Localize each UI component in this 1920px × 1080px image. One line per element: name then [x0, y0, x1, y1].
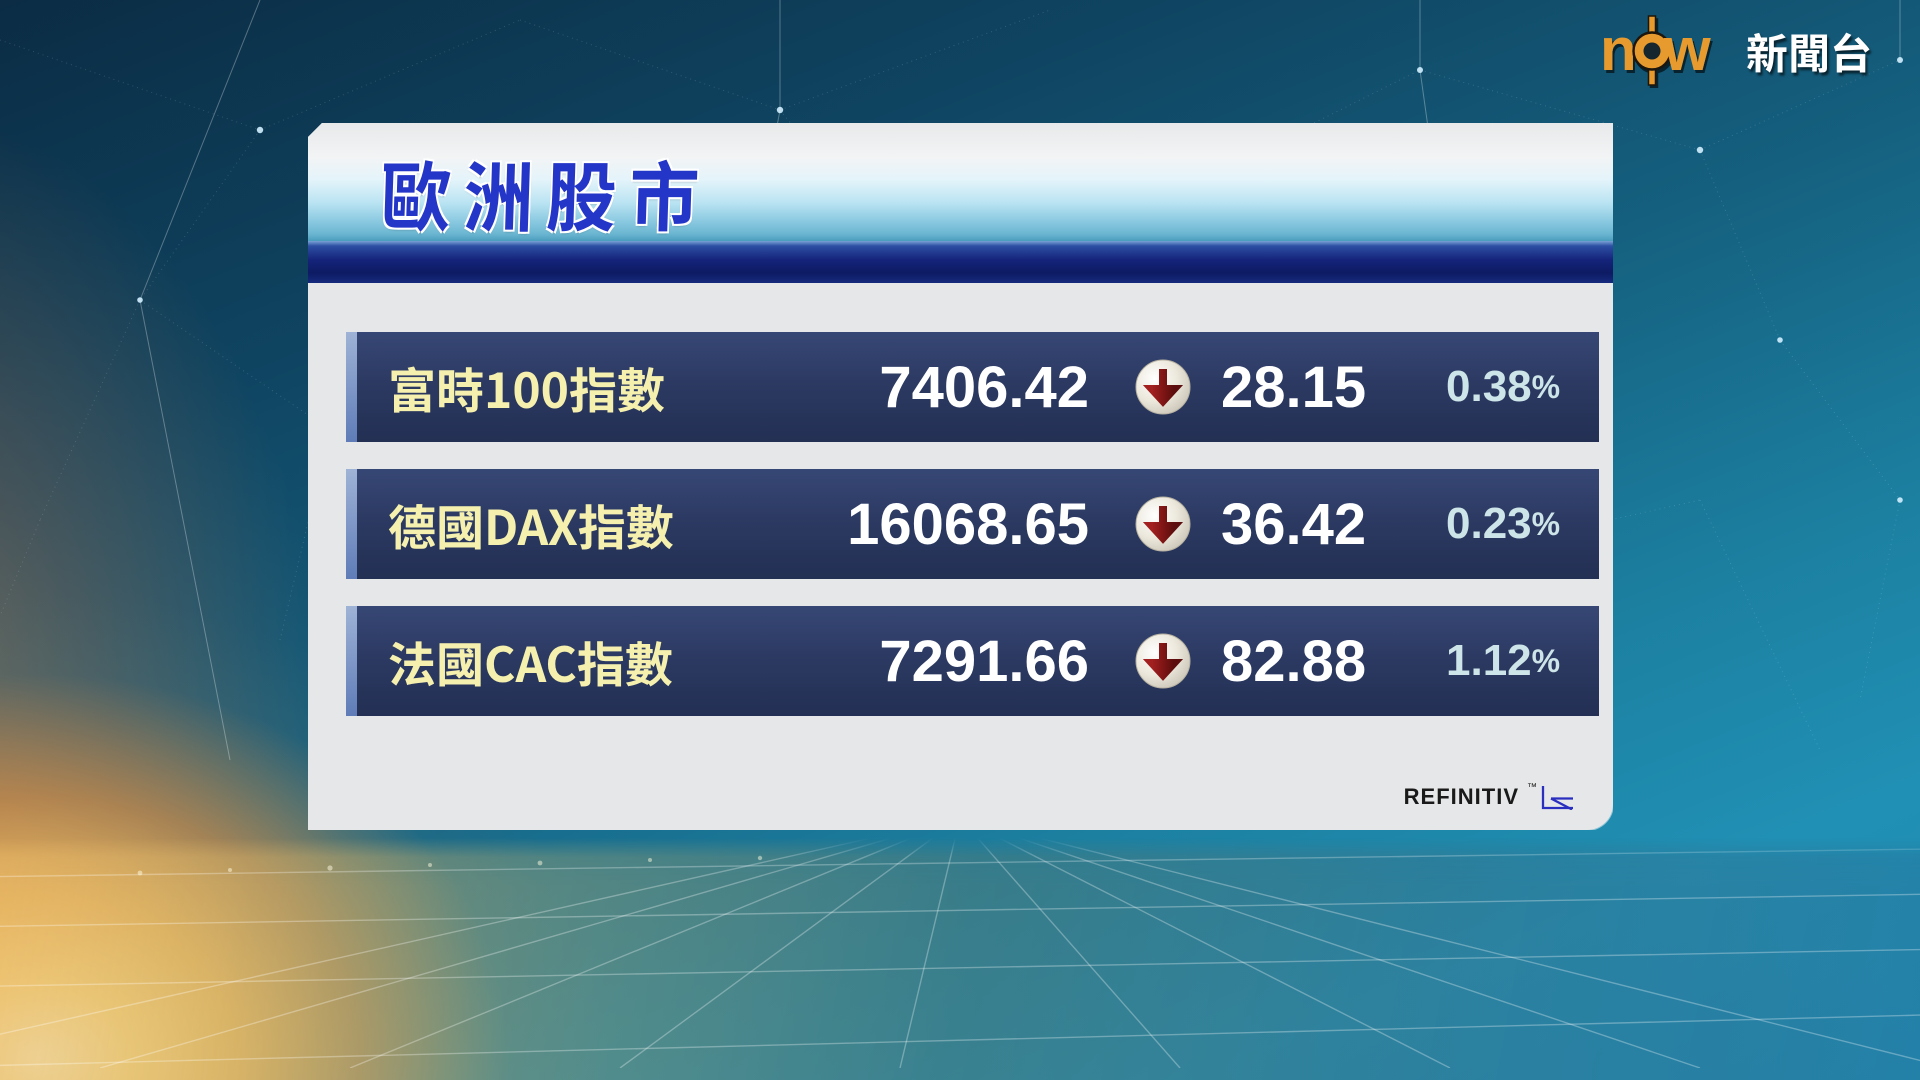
svg-text:w: w: [1663, 16, 1711, 83]
svg-text:n: n: [1604, 16, 1636, 83]
